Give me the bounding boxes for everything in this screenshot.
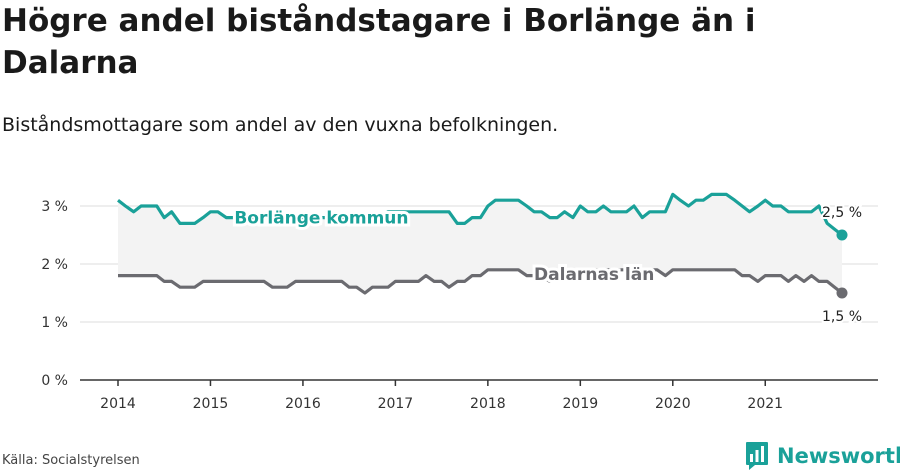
endpoint-dalarna: [836, 287, 848, 299]
y-tick-label: 2 %: [41, 257, 68, 273]
series-name-label: Borlänge kommun: [234, 209, 408, 229]
x-tick-label: 2021: [747, 396, 783, 412]
x-tick-label: 2018: [470, 396, 506, 412]
x-tick-label: 2016: [285, 396, 321, 412]
endpoint-borlange: [836, 229, 848, 241]
y-tick-label: 3 %: [41, 199, 68, 215]
chart-title: Högre andel biståndstagare i Borlänge än…: [2, 3, 756, 81]
x-tick-label: 2015: [193, 396, 229, 412]
newsworthy-logo-icon: [746, 442, 768, 470]
line-dalarna: [118, 268, 843, 295]
x-tick-label: 2019: [563, 396, 599, 412]
y-tick-label: 1 %: [41, 315, 68, 331]
x-tick-label: 2017: [378, 396, 414, 412]
series-name-label: Dalarnas län: [534, 265, 654, 285]
line-borlange: [117, 192, 843, 237]
x-tick-label: 2014: [100, 396, 136, 412]
newsworthy-logo: Newsworthy: [745, 441, 900, 471]
difference-band: [118, 194, 842, 293]
chart-subtitle: Biståndsmottagare som andel av den vuxna…: [2, 114, 559, 136]
y-tick-label: 0 %: [41, 373, 68, 389]
end-value-label: 1,5 %: [822, 309, 862, 325]
source-note: Källa: Socialstyrelsen: [2, 453, 140, 468]
newsworthy-logo-text: Newsworthy: [777, 444, 900, 468]
end-value-label: 2,5 %: [822, 205, 862, 221]
x-tick-label: 2020: [655, 396, 691, 412]
